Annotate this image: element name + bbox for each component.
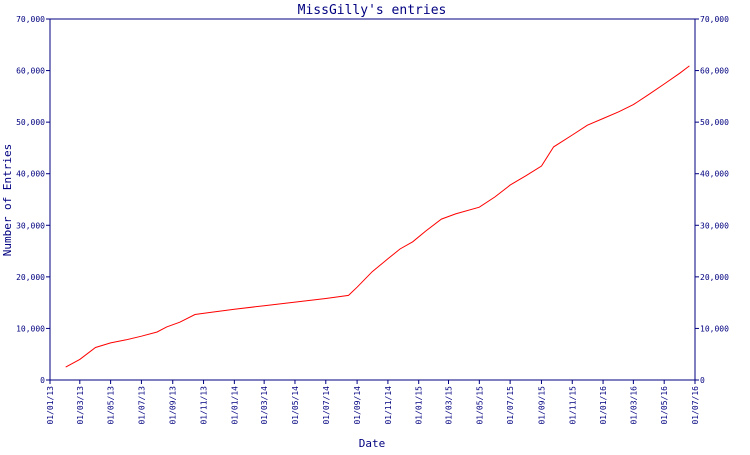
- y-tick-label-right: 0: [700, 376, 705, 385]
- x-tick-label: 01/05/15: [475, 386, 484, 425]
- y-tick-label-left: 0: [40, 376, 45, 385]
- y-tick-label-right: 10,000: [700, 324, 729, 333]
- x-tick-label: 01/09/13: [169, 386, 178, 425]
- x-tick-label: 01/03/14: [260, 386, 269, 425]
- y-tick-label-right: 20,000: [700, 273, 729, 282]
- chart-title: MissGilly's entries: [298, 3, 447, 18]
- x-tick-label: 01/05/14: [291, 386, 300, 425]
- y-axis-left: 0 10,000 20,000 30,000 40,000 50,000 60,000 70,…: [16, 15, 50, 385]
- x-tick-label: 01/01/15: [415, 386, 424, 425]
- x-axis: 01/01/13 01/03/13 01/05/13 01/07/13 01/09/13…: [46, 380, 700, 425]
- x-tick-label: 01/11/14: [384, 386, 393, 425]
- x-tick-label: 01/03/13: [76, 386, 85, 425]
- x-axis-label: Date: [359, 437, 386, 450]
- x-tick-label: 01/09/14: [353, 386, 362, 425]
- x-tick-label: 01/03/16: [629, 386, 638, 425]
- y-tick-label-left: 50,000: [16, 118, 45, 127]
- y-tick-label-left: 40,000: [16, 170, 45, 179]
- plot-frame: [49, 18, 696, 381]
- x-tick-label: 01/07/15: [506, 386, 515, 425]
- y-tick-label-left: 30,000: [16, 221, 45, 230]
- series-line: [65, 65, 690, 368]
- x-tick-label: 01/05/16: [660, 386, 669, 425]
- y-tick-label-right: 70,000: [700, 15, 729, 24]
- y-tick-label-left: 60,000: [16, 67, 45, 76]
- y-axis-label: Number of Entries: [1, 144, 14, 257]
- x-tick-label: 01/03/15: [445, 386, 454, 425]
- y-tick-label-left: 70,000: [16, 15, 45, 24]
- x-tick-label: 01/11/15: [568, 386, 577, 425]
- x-tick-label: 01/07/16: [691, 386, 700, 425]
- y-tick-label-right: 30,000: [700, 221, 729, 230]
- x-tick-label: 01/09/15: [537, 386, 546, 425]
- y-tick-label-right: 60,000: [700, 67, 729, 76]
- x-tick-label: 01/05/13: [107, 386, 116, 425]
- x-tick-label: 01/01/14: [230, 386, 239, 425]
- x-tick-label: 01/07/14: [322, 386, 331, 425]
- x-tick-label: 01/01/13: [46, 386, 55, 425]
- x-tick-label: 01/07/13: [137, 386, 146, 425]
- y-tick-label-right: 40,000: [700, 170, 729, 179]
- y-tick-label-left: 10,000: [16, 324, 45, 333]
- y-tick-label-left: 20,000: [16, 273, 45, 282]
- y-axis-right: 0 10,000 20,000 30,000 40,000 50,000 60,000 70,…: [695, 15, 729, 385]
- x-tick-label: 01/01/16: [599, 386, 608, 425]
- y-tick-label-right: 50,000: [700, 118, 729, 127]
- x-tick-label: 01/11/13: [200, 386, 209, 425]
